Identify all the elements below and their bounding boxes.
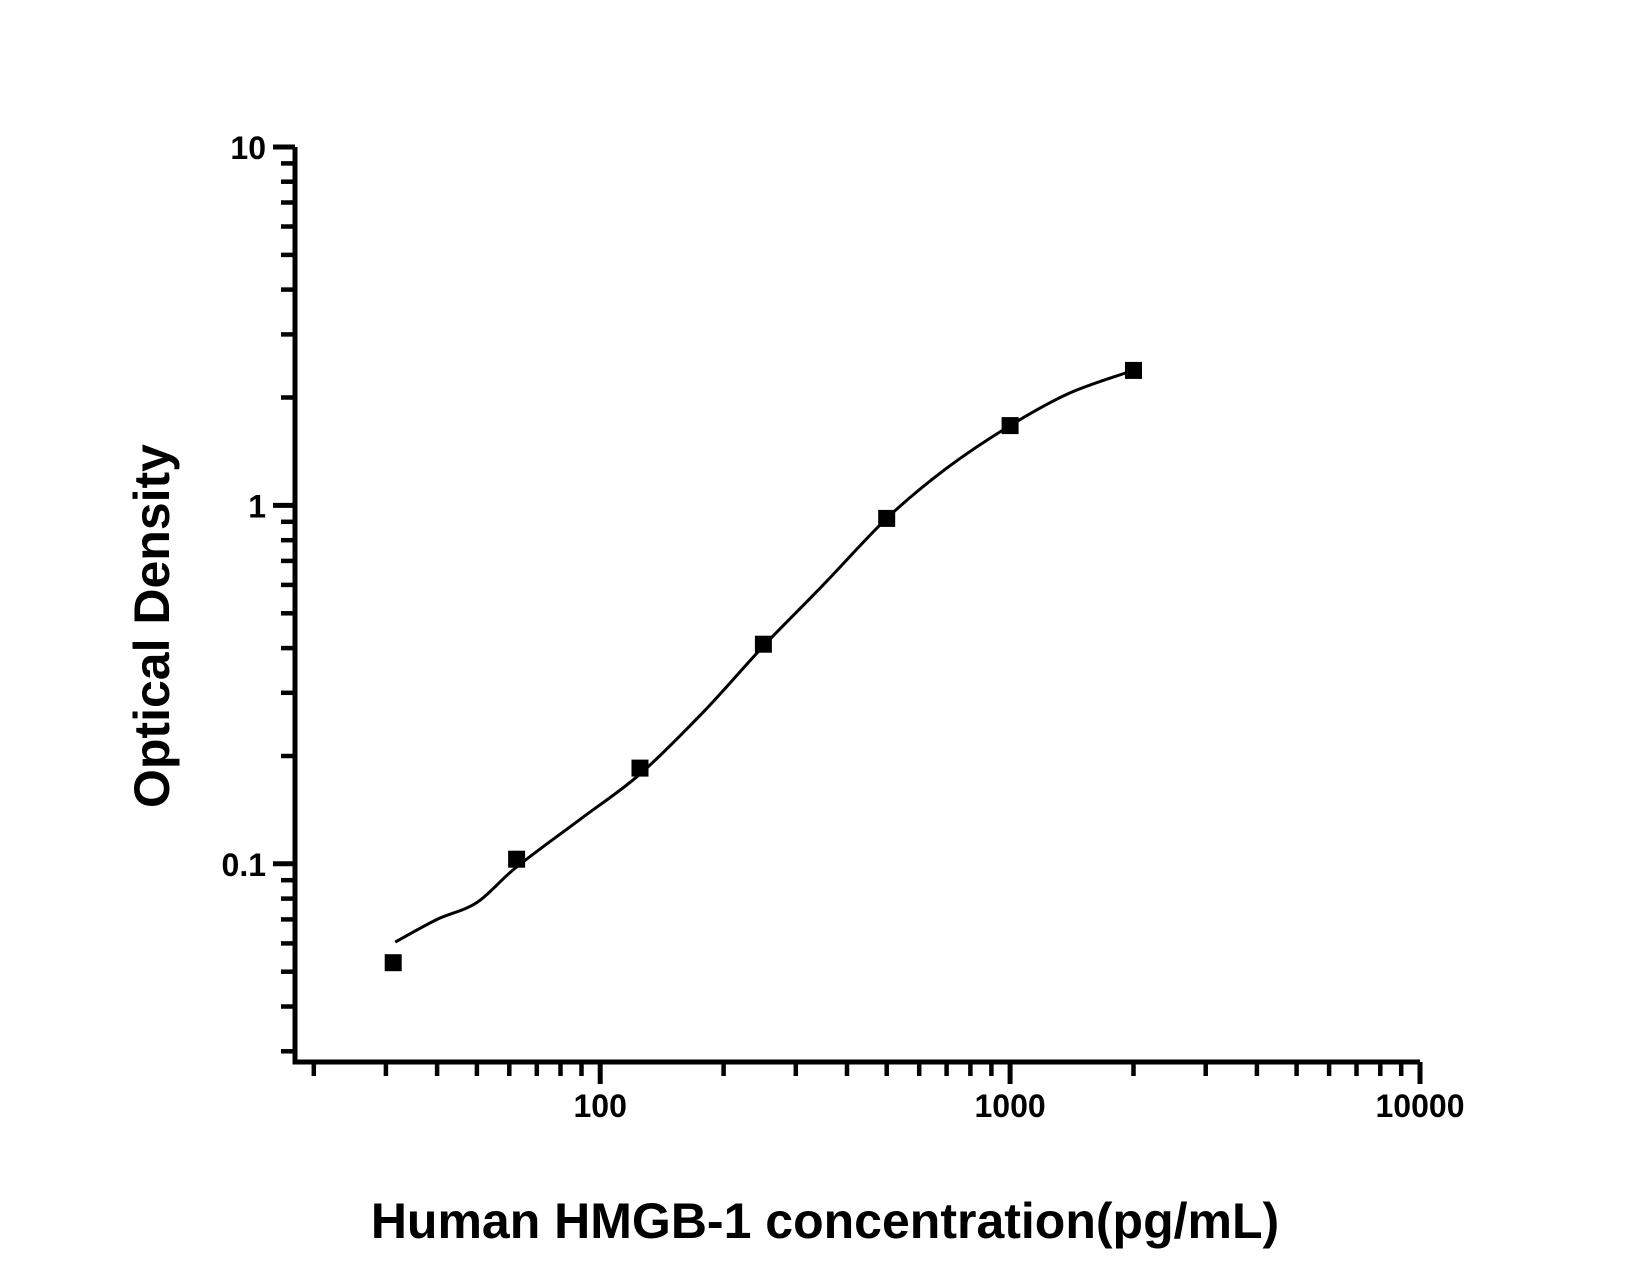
y-tick-label: 1 (248, 488, 266, 524)
data-point-marker (631, 759, 649, 777)
fit-curve-line (394, 368, 1135, 944)
data-point-marker (754, 635, 772, 653)
x-tick-label: 10000 (1376, 1088, 1465, 1124)
axes-spines (292, 147, 1420, 1065)
data-point-marker (878, 509, 896, 527)
data-point-marker (1125, 361, 1142, 379)
x-axis-title: Human HMGB-1 concentration(pg/mL) (370, 1193, 1280, 1249)
y-axis-title: Optical Density (124, 444, 180, 808)
x-tick-label: 1000 (975, 1088, 1046, 1124)
y-tick-label: 0.1 (222, 847, 266, 883)
x-tick-label: 100 (574, 1088, 627, 1124)
data-point-marker (508, 850, 526, 868)
data-point-marker (384, 954, 402, 972)
data-point-marker (1001, 417, 1019, 435)
y-tick-label: 10 (230, 130, 266, 166)
